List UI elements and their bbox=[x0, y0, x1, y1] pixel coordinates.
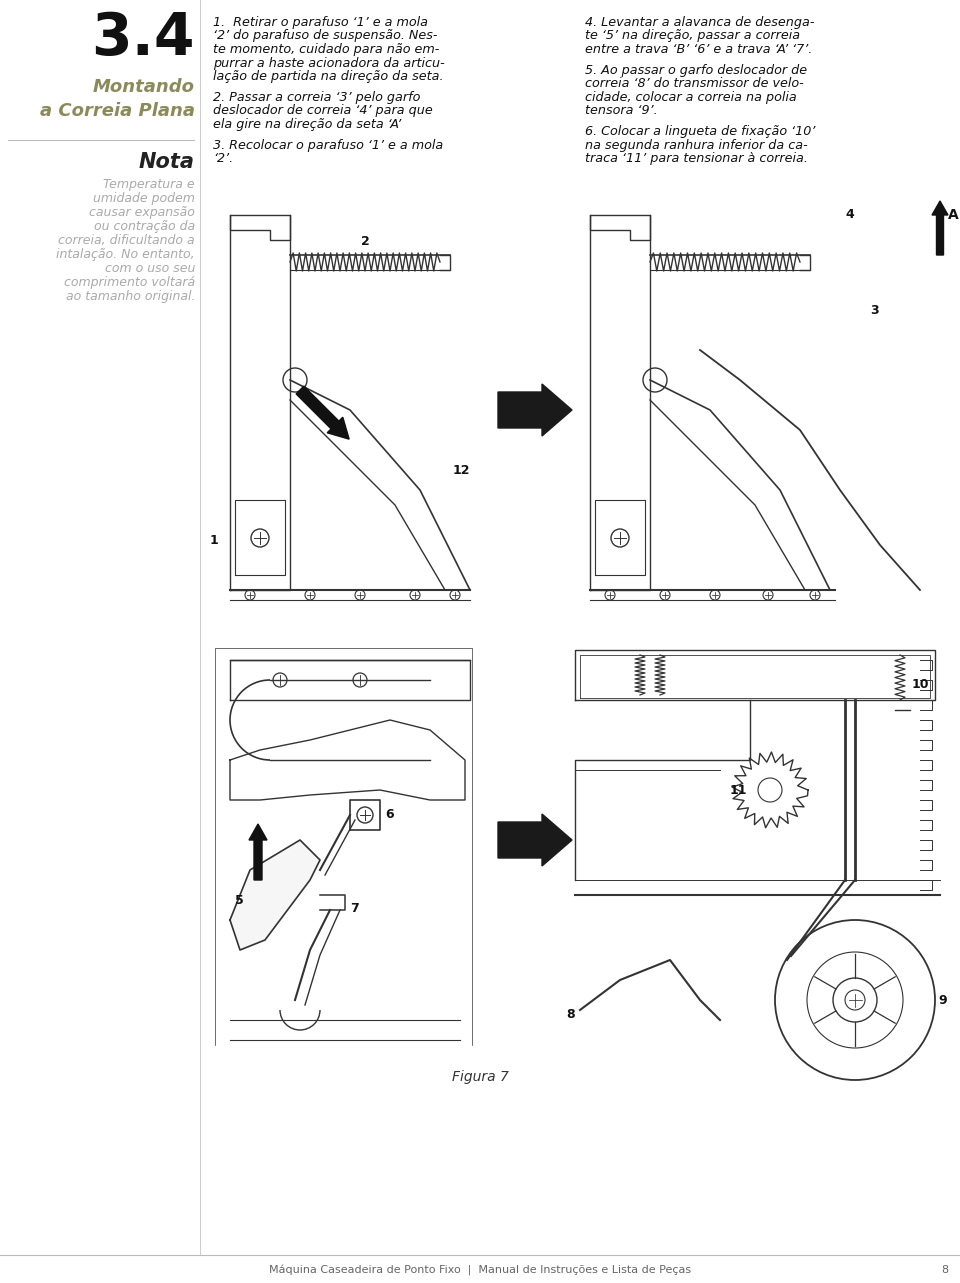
Text: 1.  Retirar o parafuso ‘1’ e a mola: 1. Retirar o parafuso ‘1’ e a mola bbox=[213, 15, 428, 30]
Text: purrar a haste acionadora da articu-: purrar a haste acionadora da articu- bbox=[213, 56, 444, 69]
Text: 6: 6 bbox=[385, 808, 394, 821]
Text: 4. Levantar a alavanca de desenga-: 4. Levantar a alavanca de desenga- bbox=[585, 15, 814, 30]
Text: intalação. No entanto,: intalação. No entanto, bbox=[57, 248, 195, 260]
Text: 5. Ao passar o garfo deslocador de: 5. Ao passar o garfo deslocador de bbox=[585, 64, 807, 77]
Text: 9: 9 bbox=[938, 993, 947, 1006]
Text: 8: 8 bbox=[941, 1265, 948, 1275]
Text: 8: 8 bbox=[566, 1008, 575, 1021]
FancyArrow shape bbox=[932, 201, 948, 255]
FancyArrow shape bbox=[498, 813, 572, 866]
Text: ‘2’.: ‘2’. bbox=[213, 153, 233, 166]
Text: ao tamanho original.: ao tamanho original. bbox=[65, 290, 195, 303]
Text: 2: 2 bbox=[361, 235, 370, 248]
Text: te ‘5’ na direção, passar a correia: te ‘5’ na direção, passar a correia bbox=[585, 30, 800, 42]
Text: ela gire na direção da seta ‘A’: ela gire na direção da seta ‘A’ bbox=[213, 118, 401, 131]
Text: te momento, cuidado para não em-: te momento, cuidado para não em- bbox=[213, 44, 440, 56]
Text: 11: 11 bbox=[730, 784, 748, 797]
Text: A: A bbox=[948, 208, 959, 222]
Text: 5: 5 bbox=[235, 893, 244, 907]
Text: 3.4: 3.4 bbox=[91, 10, 195, 67]
Text: 10: 10 bbox=[912, 679, 929, 692]
Text: Máquina Caseadeira de Ponto Fixo  |  Manual de Instruções e Lista de Peças: Máquina Caseadeira de Ponto Fixo | Manua… bbox=[269, 1265, 691, 1277]
Text: tensora ‘9’.: tensora ‘9’. bbox=[585, 104, 658, 118]
Text: Figura 7: Figura 7 bbox=[451, 1070, 509, 1084]
Text: comprimento voltará: comprimento voltará bbox=[64, 276, 195, 289]
FancyArrow shape bbox=[296, 386, 349, 439]
Text: 7: 7 bbox=[350, 902, 359, 915]
Text: correia ‘8’ do transmissor de velo-: correia ‘8’ do transmissor de velo- bbox=[585, 77, 804, 90]
Polygon shape bbox=[230, 840, 320, 949]
Text: 2. Passar a correia ‘3’ pelo garfo: 2. Passar a correia ‘3’ pelo garfo bbox=[213, 91, 420, 104]
Text: cidade, colocar a correia na polia: cidade, colocar a correia na polia bbox=[585, 91, 797, 104]
Text: Montando
a Correia Plana: Montando a Correia Plana bbox=[40, 78, 195, 119]
Text: causar expansão: causar expansão bbox=[89, 207, 195, 219]
Text: 1: 1 bbox=[209, 534, 218, 547]
Text: 6. Colocar a lingueta de fixação ‘10’: 6. Colocar a lingueta de fixação ‘10’ bbox=[585, 126, 815, 139]
FancyArrow shape bbox=[498, 384, 572, 436]
Text: com o uso seu: com o uso seu bbox=[105, 262, 195, 275]
Text: 12: 12 bbox=[453, 463, 470, 476]
Text: 3: 3 bbox=[870, 304, 878, 317]
Text: umidade podem: umidade podem bbox=[93, 192, 195, 205]
Text: Temperatura e: Temperatura e bbox=[104, 178, 195, 191]
Text: correia, dificultando a: correia, dificultando a bbox=[59, 234, 195, 248]
Text: na segunda ranhura inferior da ca-: na segunda ranhura inferior da ca- bbox=[585, 139, 807, 151]
Circle shape bbox=[643, 368, 667, 393]
Text: 4: 4 bbox=[846, 209, 854, 222]
FancyArrow shape bbox=[249, 824, 267, 880]
Text: ‘2’ do parafuso de suspensão. Nes-: ‘2’ do parafuso de suspensão. Nes- bbox=[213, 30, 438, 42]
Text: lação de partida na direção da seta.: lação de partida na direção da seta. bbox=[213, 71, 444, 83]
Text: entre a trava ‘B’ ‘6’ e a trava ‘A’ ‘7’.: entre a trava ‘B’ ‘6’ e a trava ‘A’ ‘7’. bbox=[585, 44, 812, 56]
Text: deslocador de correia ‘4’ para que: deslocador de correia ‘4’ para que bbox=[213, 104, 433, 118]
Text: Nota: Nota bbox=[139, 151, 195, 172]
Circle shape bbox=[283, 368, 307, 393]
Text: 3. Recolocar o parafuso ‘1’ e a mola: 3. Recolocar o parafuso ‘1’ e a mola bbox=[213, 139, 444, 151]
Text: traca ‘11’ para tensionar à correia.: traca ‘11’ para tensionar à correia. bbox=[585, 153, 808, 166]
Text: ou contração da: ou contração da bbox=[94, 219, 195, 234]
